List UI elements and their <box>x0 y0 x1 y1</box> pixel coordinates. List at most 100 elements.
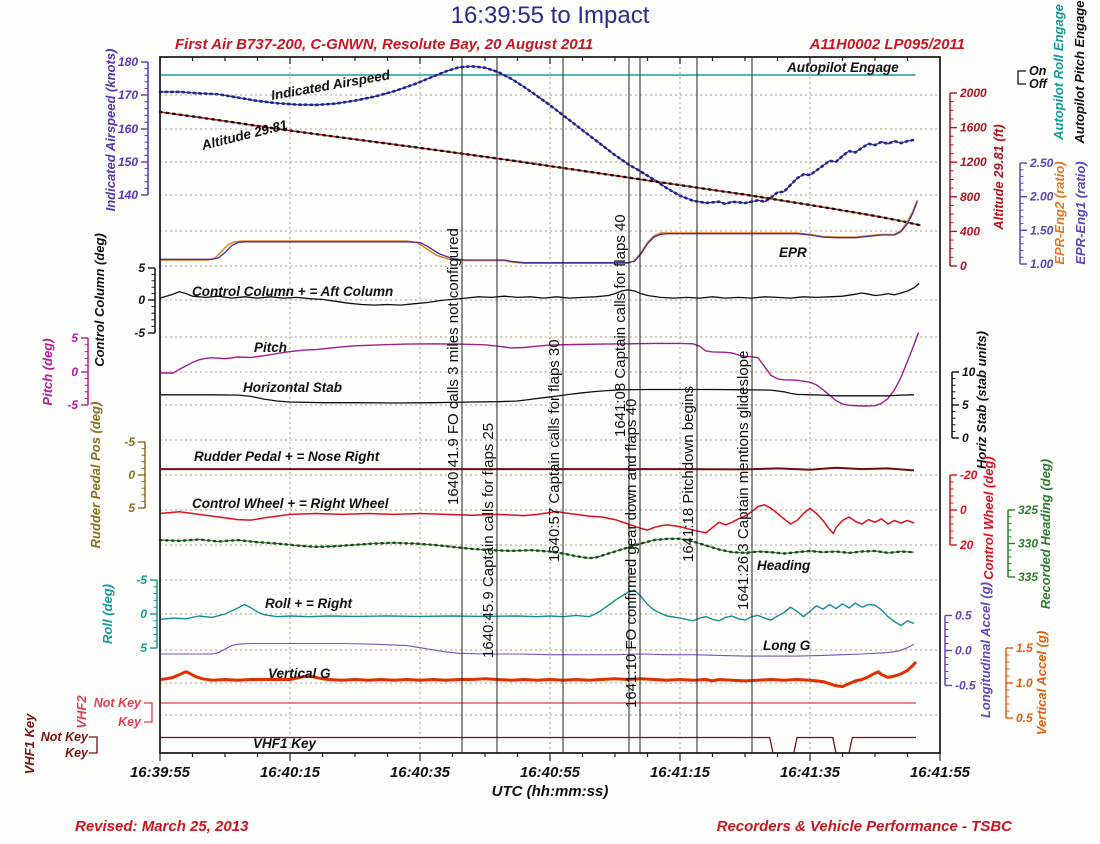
axis-tick-label: 5 <box>140 641 147 655</box>
axis-tick-label: 335 <box>1018 570 1038 584</box>
x-tick-label: 16:41:15 <box>650 764 711 781</box>
axis-tick-label: -0.5 <box>955 679 976 693</box>
rotated-labels: VHF1 Key VHF2 Autopilot Roll Engage Autopil… <box>22 1 1087 775</box>
axis-tick-label: 2.50 <box>1029 156 1054 170</box>
trace-long-g <box>160 642 915 657</box>
vhf2-key-state-label: Not Key <box>94 696 142 710</box>
vhf1-key-bracket <box>89 736 98 754</box>
axis-tick-label: 20 <box>959 538 974 552</box>
axis-tick-label: 0.5 <box>1016 711 1033 725</box>
trace-vhf1 <box>160 736 916 754</box>
axis-title: Pitch (deg) <box>40 338 55 405</box>
axis-tick-label: -5 <box>67 398 78 412</box>
event-label: 1641:26.3 Captain mentions glideslope <box>735 351 752 610</box>
rotated-label: VHF2 <box>74 695 89 729</box>
axis-tick-label: 400 <box>959 224 980 238</box>
axis-tick-label: 800 <box>960 190 980 204</box>
trace-label: Pitch <box>254 340 287 355</box>
event-label: 1640:57 Captain calls for flaps 30 <box>546 339 563 562</box>
trace-label: Roll + = Right <box>265 596 353 611</box>
plot-frame: 16:39:55 16:40:15 16:40:35 16:40:55 16:41:15… <box>130 56 971 781</box>
axis-title: Roll (deg) <box>100 584 115 644</box>
axis-tick-label: 0 <box>140 607 147 621</box>
axis-tick-label: 1.0 <box>1016 676 1033 690</box>
axis-title: Vertical Accel (g) <box>1034 631 1049 736</box>
axis-tick-label: 0 <box>960 259 967 273</box>
trace-label: Heading <box>757 558 811 573</box>
axis-title: Rudder Pedal Pos (deg) <box>88 402 103 549</box>
x-tick-label: 16:40:55 <box>520 764 581 781</box>
trace-rudder-pedal <box>160 466 915 472</box>
x-tick-label: 16:40:35 <box>390 764 451 781</box>
axis-tick-label: 2000 <box>959 86 987 100</box>
trace-pitch <box>160 332 920 407</box>
trace-epr-eng1 <box>160 201 918 264</box>
axis-tick-label: -5 <box>134 326 145 340</box>
axis-tick-label: 140 <box>118 188 138 202</box>
x-axis-title: UTC (hh:mm:ss) <box>491 783 609 800</box>
event-label: 1641:10 FO confirmed gear down and flaps… <box>623 399 640 708</box>
series <box>158 64 922 754</box>
autopilot-on-off-bracket <box>1017 70 1026 85</box>
trace-control-wheel <box>159 504 915 535</box>
axis-tick-label: 5 <box>128 501 135 515</box>
page-title: 16:39:55 to Impact <box>450 2 650 29</box>
axis-tick-label: 1.00 <box>1030 257 1054 271</box>
x-tick-label: 16:39:55 <box>130 764 191 781</box>
trace-control-column <box>159 282 920 306</box>
axis-title: Horiz Stab (stab units) <box>974 331 989 469</box>
axis-tick-label: 180 <box>118 55 138 69</box>
rotated-label: Autopilot Pitch Engage <box>1072 1 1087 145</box>
axis-tick-label: 10 <box>962 365 976 379</box>
axis-tick-label: -5 <box>136 573 147 587</box>
x-tick-label: 16:41:35 <box>780 764 841 781</box>
axis-tick-label: 150 <box>118 155 138 169</box>
trace-label: Horizontal Stab <box>243 380 342 395</box>
axis-tick-label: 5 <box>962 398 969 412</box>
rotated-label: VHF1 Key <box>22 713 37 774</box>
trace-horizontal-stab <box>160 388 915 404</box>
axis-tick-label: 5 <box>138 261 145 275</box>
trace-indicated-airspeed <box>158 64 916 206</box>
trace-label: Long G <box>763 638 811 653</box>
axis-tick-label: 0.0 <box>955 644 972 658</box>
axis-tick-label: 1200 <box>960 155 987 169</box>
autopilot-on-off-state-label: Off <box>1029 77 1049 91</box>
vhf2-key-bracket <box>144 702 153 723</box>
axis-title: Recorded Heading (deg) <box>1038 459 1053 609</box>
axis-title: Control Column (deg) <box>92 233 107 367</box>
event-label: 1640:41.9 FO calls 3 miles not configure… <box>445 228 462 505</box>
rotated-label: Autopilot Roll Engage <box>1051 4 1066 141</box>
autopilot-on-off-state-label: On <box>1029 64 1047 78</box>
trace-label: Control Wheel + = Right Wheel <box>192 496 389 511</box>
axis-tick-label: 170 <box>118 88 138 102</box>
trace-roll <box>159 589 915 627</box>
x-tick-label: 16:41:55 <box>910 764 971 781</box>
axis-tick-label: 325 <box>1018 503 1038 517</box>
axis-tick-label: 0 <box>962 431 969 445</box>
axis-tick-label: 1600 <box>960 121 987 135</box>
axis-title: Altitude 29.81 (ft) <box>991 124 1006 230</box>
axis-tick-label: 0 <box>71 365 78 379</box>
axis-tick-label: -20 <box>960 468 978 482</box>
axis-tick-label: 0.5 <box>955 609 972 623</box>
gridlines <box>160 57 940 753</box>
trace-label: Vertical G <box>268 666 331 681</box>
vhf2-key-state-label: Key <box>118 715 142 729</box>
axis-title: Longitudinal Accel (g) <box>978 582 993 718</box>
trace-label: Control Column + = Aft Column <box>192 284 393 299</box>
axis-tick-label: 2.00 <box>1029 190 1054 204</box>
axis-tick-label: 0 <box>960 503 967 517</box>
axis-tick-label: 0 <box>128 468 135 482</box>
trace-label: Rudder Pedal + = Nose Right <box>194 449 380 464</box>
axis-title: EPR-Eng2 (ratio) <box>1052 161 1067 264</box>
axis-tick-label: 160 <box>118 122 138 136</box>
event-label: 1641:18 Pitchdown begins <box>680 386 697 562</box>
x-tick-label: 16:40:15 <box>260 764 321 781</box>
trace-recorded-heading <box>158 537 916 560</box>
axis-title: Indicated Airspeed (knots) <box>103 49 118 212</box>
